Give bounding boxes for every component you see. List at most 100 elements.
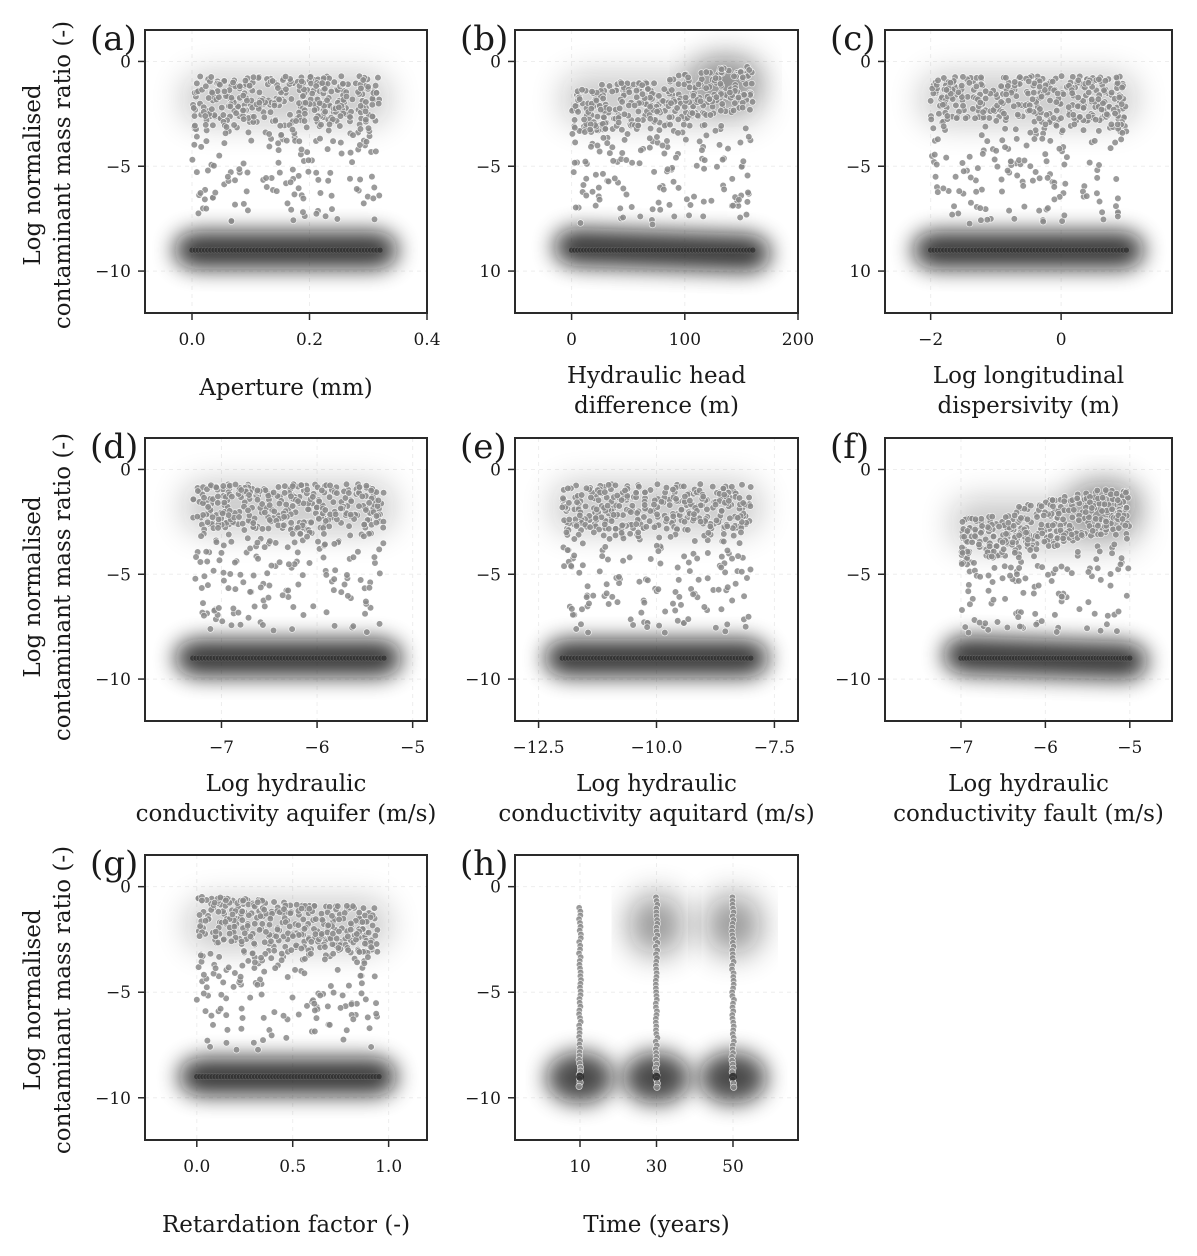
x-tick-label: 200 xyxy=(782,330,814,350)
data-point xyxy=(1068,89,1076,97)
data-point xyxy=(258,920,266,928)
data-point xyxy=(732,580,740,588)
data-point xyxy=(333,489,341,497)
data-point xyxy=(365,499,373,507)
data-point xyxy=(374,496,382,505)
data-point xyxy=(1106,582,1115,590)
data-point xyxy=(333,934,341,943)
data-point xyxy=(335,103,343,112)
data-point xyxy=(743,171,752,180)
data-point xyxy=(208,105,216,113)
data-point xyxy=(311,930,319,938)
data-point xyxy=(294,497,302,505)
data-point xyxy=(289,603,297,611)
data-point xyxy=(253,486,262,494)
panel-label: (b) xyxy=(460,19,508,59)
data-point xyxy=(976,573,984,581)
data-point xyxy=(372,82,380,90)
data-point xyxy=(702,131,710,140)
data-point xyxy=(592,202,600,210)
data-point xyxy=(605,105,613,113)
data-point xyxy=(998,574,1007,582)
data-point xyxy=(637,146,645,154)
data-point xyxy=(239,578,247,586)
data-point xyxy=(684,526,692,534)
data-point xyxy=(1099,494,1107,502)
data-point xyxy=(335,927,343,936)
data-point xyxy=(319,524,327,532)
data-point xyxy=(214,492,222,501)
data-point xyxy=(1114,194,1122,202)
data-point xyxy=(270,898,278,906)
data-point xyxy=(284,973,292,981)
data-point xyxy=(1002,74,1010,82)
data-point xyxy=(203,1037,211,1045)
data-point xyxy=(576,219,585,227)
data-point xyxy=(599,134,608,142)
x-axis-label: Time (years) xyxy=(583,1212,730,1238)
data-point xyxy=(190,141,198,149)
data-point xyxy=(369,194,377,202)
data-point xyxy=(1111,109,1119,118)
data-point xyxy=(219,569,228,577)
data-point xyxy=(1055,145,1064,153)
data-point xyxy=(235,513,243,521)
data-point xyxy=(259,1036,267,1044)
data-point xyxy=(229,78,237,87)
data-point xyxy=(1000,545,1008,553)
data-point xyxy=(342,480,351,488)
data-point xyxy=(253,496,262,504)
x-tick-label: 0.0 xyxy=(183,1157,210,1177)
data-point xyxy=(376,246,384,254)
data-point xyxy=(266,501,274,509)
data-point xyxy=(240,526,248,534)
data-point xyxy=(1053,541,1061,549)
data-point xyxy=(312,114,320,123)
data-point xyxy=(321,540,329,548)
data-point xyxy=(686,201,695,209)
data-point xyxy=(582,175,590,183)
data-point xyxy=(311,1027,319,1035)
data-point xyxy=(728,596,736,605)
data-point xyxy=(1094,564,1102,572)
data-point xyxy=(1083,624,1091,632)
data-point xyxy=(1001,125,1009,133)
data-point xyxy=(1046,137,1054,145)
data-point xyxy=(348,158,356,166)
data-point xyxy=(1012,92,1020,100)
data-point xyxy=(981,123,989,131)
data-point xyxy=(355,502,363,510)
data-point xyxy=(253,538,262,547)
data-point xyxy=(194,487,202,495)
data-point xyxy=(1086,158,1094,167)
data-point xyxy=(975,540,983,549)
data-point xyxy=(295,1010,303,1019)
data-point xyxy=(730,532,738,540)
data-point xyxy=(238,916,246,924)
data-point xyxy=(1010,522,1018,530)
data-point xyxy=(1011,549,1019,557)
data-point xyxy=(961,623,969,631)
data-point xyxy=(696,137,704,145)
data-point xyxy=(674,563,682,572)
data-point xyxy=(1068,569,1076,577)
data-point xyxy=(362,506,370,514)
data-point xyxy=(250,939,258,948)
data-point xyxy=(1085,513,1093,521)
data-point xyxy=(346,175,354,183)
data-point xyxy=(280,513,288,521)
data-point xyxy=(1016,73,1024,81)
data-point xyxy=(372,1010,380,1018)
data-point xyxy=(1038,529,1046,538)
data-point xyxy=(255,99,263,107)
data-point xyxy=(1059,534,1067,543)
data-point xyxy=(204,518,212,526)
data-point xyxy=(568,130,576,138)
data-point xyxy=(214,524,222,532)
data-point xyxy=(1085,88,1093,97)
data-point xyxy=(1114,212,1122,221)
y-tick-label: −5 xyxy=(106,565,131,585)
data-point xyxy=(971,532,979,540)
data-point xyxy=(280,905,288,913)
data-point xyxy=(942,86,951,94)
